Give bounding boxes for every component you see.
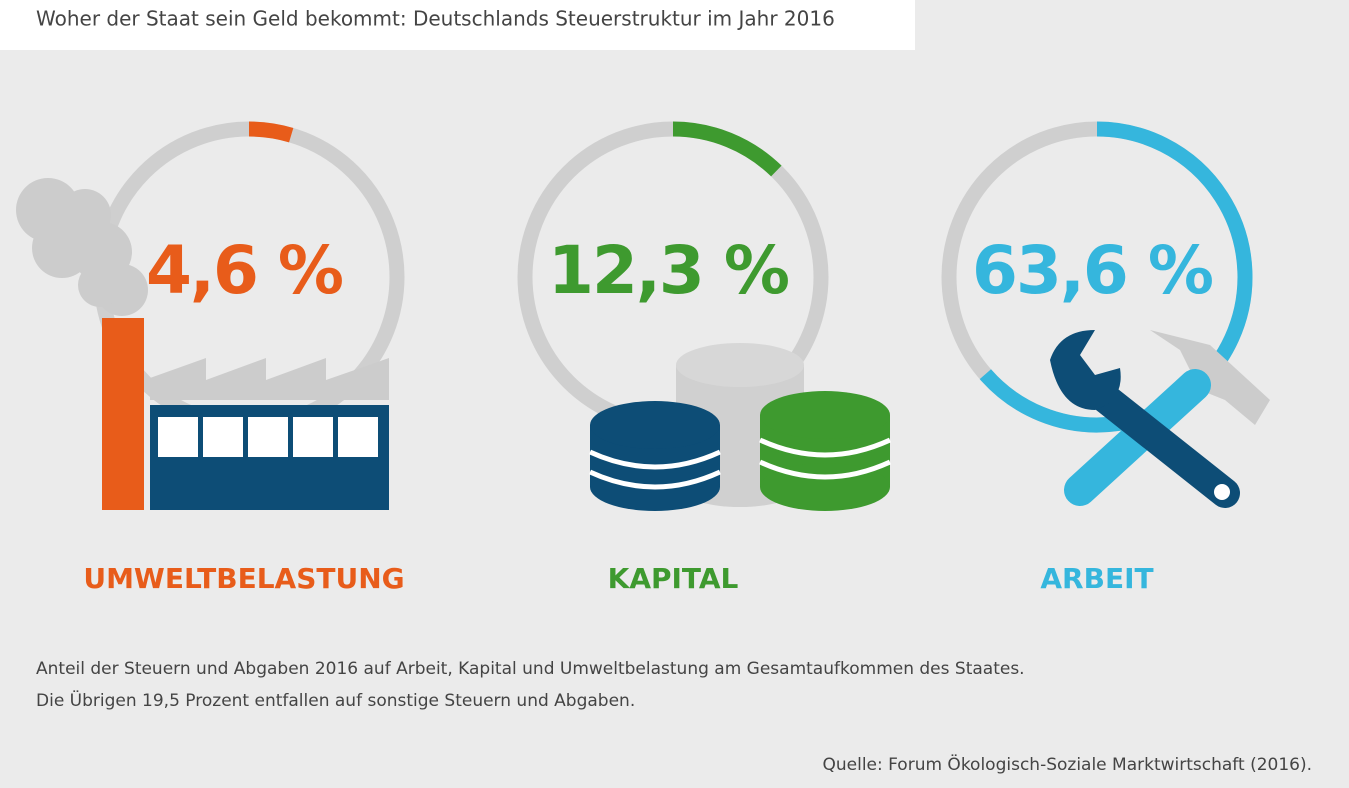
value-label: 12,3 %	[548, 232, 789, 309]
value-label: 4,6 %	[146, 232, 343, 309]
tools-icon	[1050, 330, 1270, 508]
value-label: 63,6 %	[972, 232, 1213, 309]
coins-icon	[588, 343, 892, 511]
category-label: UMWELTBELASTUNG	[83, 562, 404, 595]
gauge-arc	[672, 121, 782, 177]
gauge-arc	[979, 121, 1253, 433]
note: Anteil der Steuern und Abgaben 2016 auf …	[36, 659, 1025, 679]
chart-title: Woher der Staat sein Geld bekommt: Deuts…	[36, 7, 835, 31]
factory-icon	[16, 178, 389, 510]
gauge-arc	[248, 121, 294, 143]
note: Die Übrigen 19,5 Prozent entfallen auf s…	[36, 689, 635, 711]
title-box	[0, 0, 915, 50]
category-label: ARBEIT	[1040, 562, 1153, 595]
category-label: KAPITAL	[608, 562, 739, 595]
source: Quelle: Forum Ökologisch-Soziale Marktwi…	[822, 753, 1312, 775]
